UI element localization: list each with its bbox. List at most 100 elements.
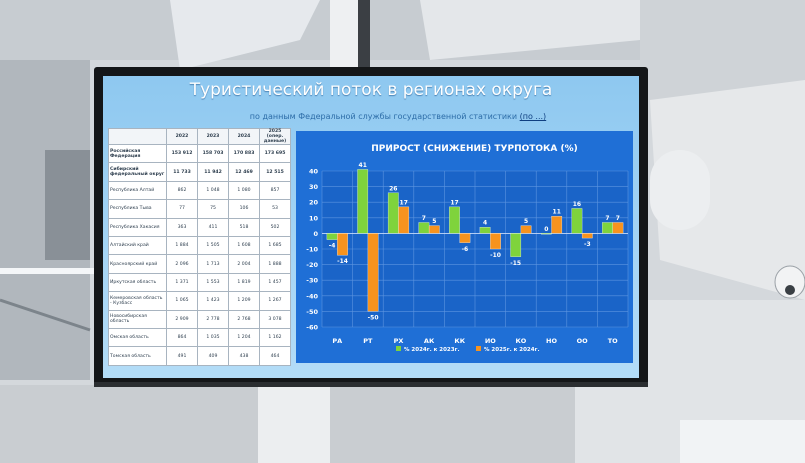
region-name-cell: Алтайский край xyxy=(108,236,167,256)
data-label: 26 xyxy=(389,185,397,192)
value-cell: 11 733 xyxy=(166,162,198,182)
value-cell: 409 xyxy=(197,346,229,366)
data-label: -3 xyxy=(584,241,591,248)
subtitle-link: (по ...) xyxy=(519,112,547,121)
value-cell: 173 695 xyxy=(259,143,291,164)
bar xyxy=(490,233,501,250)
chart-title: ПРИРОСТ (СНИЖЕНИЕ) ТУРПОТОКА (%) xyxy=(371,144,578,154)
y-tick-label: -20 xyxy=(306,261,318,269)
value-cell: 1 423 xyxy=(197,291,229,311)
value-cell: 1 267 xyxy=(259,291,291,311)
region-name-cell: Новосибирская область xyxy=(108,309,167,330)
value-cell: 12 469 xyxy=(228,162,260,182)
bar xyxy=(479,227,491,234)
data-label: 0 xyxy=(544,226,548,233)
value-cell: 518 xyxy=(228,217,260,238)
data-label: 5 xyxy=(524,218,528,225)
value-cell: 11 942 xyxy=(197,162,229,182)
table-row: Омская область 864 1 035 1 204 1 162 xyxy=(108,328,291,348)
value-cell: 1 065 xyxy=(166,291,198,311)
data-label: -6 xyxy=(462,246,469,253)
tourism-table: 2022 2023 2024 2025 (опер. данные) Росси… xyxy=(108,128,291,366)
value-cell: 1 685 xyxy=(259,236,291,256)
value-cell: 2 096 xyxy=(166,254,198,274)
bar xyxy=(551,216,563,234)
table-row: Иркутская область 1 371 1 553 1 819 1 457 xyxy=(108,272,291,293)
table-row: Сибирский федеральный округ 11 733 11 942 1… xyxy=(108,162,291,182)
region-name-cell: Республика Хакасия xyxy=(108,217,167,238)
value-cell: 158 703 xyxy=(197,143,229,164)
growth-chart: ПРИРОСТ (СНИЖЕНИЕ) ТУРПОТОКА (%)40302010… xyxy=(296,131,633,363)
bar xyxy=(337,233,348,256)
value-cell: 153 912 xyxy=(166,143,198,164)
data-label: 7 xyxy=(616,215,620,222)
value-cell: 2 768 xyxy=(228,309,260,330)
data-label: 17 xyxy=(400,199,408,206)
bar xyxy=(398,206,410,234)
bar xyxy=(520,225,532,234)
data-label: -50 xyxy=(368,314,379,321)
region-name-cell: Омская область xyxy=(108,328,167,348)
x-tick-label: КК xyxy=(454,337,465,345)
bar xyxy=(540,233,552,235)
value-cell: 2 778 xyxy=(197,309,229,330)
region-name-cell: Кемеровская область - Кузбасс xyxy=(108,291,167,311)
y-tick-label: -10 xyxy=(306,246,318,254)
slide-subtitle: по данным Федеральной службы государстве… xyxy=(163,112,633,121)
data-label: 5 xyxy=(432,218,436,225)
value-cell: 1 209 xyxy=(228,291,260,311)
value-cell: 862 xyxy=(166,180,198,201)
region-name-cell: Томская область xyxy=(108,346,167,366)
x-tick-label: АК xyxy=(424,337,435,345)
value-cell: 363 xyxy=(166,217,198,238)
legend-swatch xyxy=(396,346,401,351)
data-label: 7 xyxy=(422,215,426,222)
bar xyxy=(367,233,379,312)
x-tick-label: ОО xyxy=(577,337,589,345)
legend-swatch xyxy=(476,346,481,351)
region-name-cell: Российская Федерация xyxy=(108,143,167,164)
table-header-cell: 2024 xyxy=(228,128,260,145)
value-cell: 1 457 xyxy=(259,272,291,293)
data-label: -15 xyxy=(510,260,521,267)
region-name-cell: Сибирский федеральный округ xyxy=(108,162,167,182)
data-label: 7 xyxy=(605,215,609,222)
value-cell: 1 162 xyxy=(259,328,291,348)
bar xyxy=(510,233,522,257)
y-tick-label: 40 xyxy=(309,168,319,176)
bar xyxy=(571,208,583,234)
value-cell: 3 078 xyxy=(259,309,291,330)
value-cell: 12 515 xyxy=(259,162,291,182)
bar xyxy=(459,233,471,243)
y-tick-label: -60 xyxy=(306,324,318,332)
x-tick-label: РТ xyxy=(363,337,373,345)
value-cell: 1 505 xyxy=(197,236,229,256)
table-row: Новосибирская область 2 909 2 778 2 768 3 07… xyxy=(108,309,291,330)
value-cell: 106 xyxy=(228,199,260,219)
bar xyxy=(581,233,593,239)
data-label: 16 xyxy=(573,201,581,208)
x-tick-label: РА xyxy=(332,337,342,345)
data-label: 17 xyxy=(450,199,458,206)
table-row: Республика Хакасия 363 411 518 502 xyxy=(108,217,291,238)
bar xyxy=(602,222,613,234)
value-cell: 1 608 xyxy=(228,236,260,256)
bar xyxy=(449,206,460,234)
table-row: Республика Алтай 862 1 048 1 080 857 xyxy=(108,180,291,201)
data-label: 41 xyxy=(359,162,367,169)
bar xyxy=(357,169,369,234)
region-name-cell: Красноярский край xyxy=(108,254,167,274)
y-tick-label: -40 xyxy=(306,292,318,300)
legend-label: % 2024г. к 2023г. xyxy=(404,347,460,353)
x-tick-label: КО xyxy=(515,337,526,345)
y-tick-label: 10 xyxy=(309,214,319,222)
value-cell: 75 xyxy=(197,199,229,219)
data-label: -10 xyxy=(490,252,501,259)
bar xyxy=(612,222,624,234)
y-tick-label: 30 xyxy=(309,183,319,191)
value-cell: 1 713 xyxy=(197,254,229,274)
x-tick-label: НО xyxy=(546,337,557,345)
value-cell: 411 xyxy=(197,217,229,238)
value-cell: 1 048 xyxy=(197,180,229,201)
subtitle-text: по данным Федеральной службы государстве… xyxy=(249,112,518,121)
